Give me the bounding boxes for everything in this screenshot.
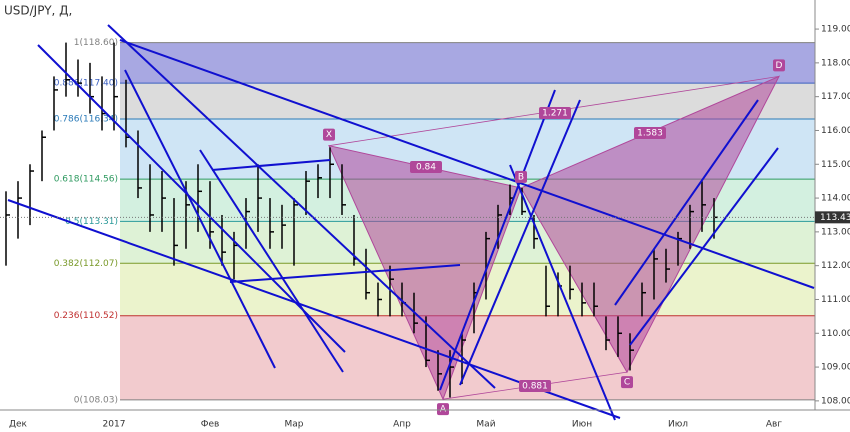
pattern-point-label: C [624, 378, 630, 388]
last-price-label: 113.43 [820, 213, 850, 223]
fib-label: 0(108.03) [74, 395, 118, 405]
trend-line [509, 164, 616, 421]
x-tick-label: Мар [285, 420, 304, 430]
pattern-point [515, 170, 527, 183]
price-bars [5, 42, 718, 398]
trend-line [629, 147, 779, 346]
fib-label: 1(118.60) [74, 38, 118, 48]
y-tick-label: 116.00 [821, 126, 850, 136]
ratio-box [519, 380, 551, 392]
trend-line [199, 149, 344, 373]
ratio-label: 1.583 [637, 129, 663, 139]
ratio-box [539, 107, 571, 119]
y-tick-label: 117.00 [821, 92, 850, 102]
trend-line [107, 24, 496, 389]
y-tick-label: 110.00 [821, 329, 850, 339]
trend-line [459, 99, 581, 386]
pattern-point-label: B [518, 172, 524, 182]
y-tick-label: 115.00 [821, 160, 850, 170]
trend-line [124, 69, 276, 369]
x-tick-label: 2017 [103, 420, 126, 430]
y-tick-label: 113.00 [821, 227, 850, 237]
fib-label: 0.382(112.07) [54, 259, 118, 269]
pattern-point [621, 376, 633, 389]
trend-line [211, 159, 331, 171]
trend-lines [7, 24, 815, 421]
fib-label: 0.786(116.34) [54, 114, 118, 124]
y-tick-label: 114.00 [821, 194, 850, 204]
ratio-box [410, 161, 442, 173]
y-tick-label: 119.00 [821, 25, 850, 35]
pattern-point [773, 59, 785, 72]
fib-label: 0.886(117.40) [54, 79, 118, 89]
trend-line [7, 199, 621, 419]
ratio-label: 0.881 [522, 382, 548, 392]
last-price-box [815, 211, 850, 224]
symbol-title: USD/JPY, Д, [4, 4, 72, 18]
y-tick-label: 118.00 [821, 58, 850, 68]
pattern-point [323, 128, 335, 141]
x-tick-label: Июл [668, 420, 688, 430]
y-tick-label: 109.00 [821, 363, 850, 373]
trend-line [229, 264, 461, 283]
ratio-label: 0.84 [416, 163, 436, 173]
x-tick-label: Фев [201, 420, 220, 430]
y-tick-label: 111.00 [821, 295, 850, 305]
x-tick-label: Июн [572, 420, 592, 430]
x-tick-label: Дек [9, 420, 28, 430]
pattern-point-label: X [326, 130, 332, 140]
ratio-box [634, 127, 666, 139]
trend-line [119, 39, 815, 289]
trend-line [614, 99, 759, 306]
ratio-label: 1.271 [542, 109, 568, 119]
pattern-point [437, 403, 449, 416]
pattern-point-label: D [776, 61, 783, 71]
x-tick-label: Апр [393, 420, 411, 430]
y-tick-label: 112.00 [821, 261, 850, 271]
fib-label: 0.5(113.31) [65, 217, 118, 227]
fib-band [120, 42, 815, 84]
fib-label: 0.618(114.56) [54, 175, 118, 185]
y-tick-label: 108.00 [821, 396, 850, 406]
trend-line [439, 89, 556, 391]
x-tick-label: Май [476, 420, 495, 430]
axes: Дек 2017 Фев Мар Апр Май Июн Июл Авг 108.00 109.00… [9, 25, 850, 430]
x-tick-label: Авг [766, 420, 782, 430]
fib-label: 0.236(110.52) [54, 311, 118, 321]
